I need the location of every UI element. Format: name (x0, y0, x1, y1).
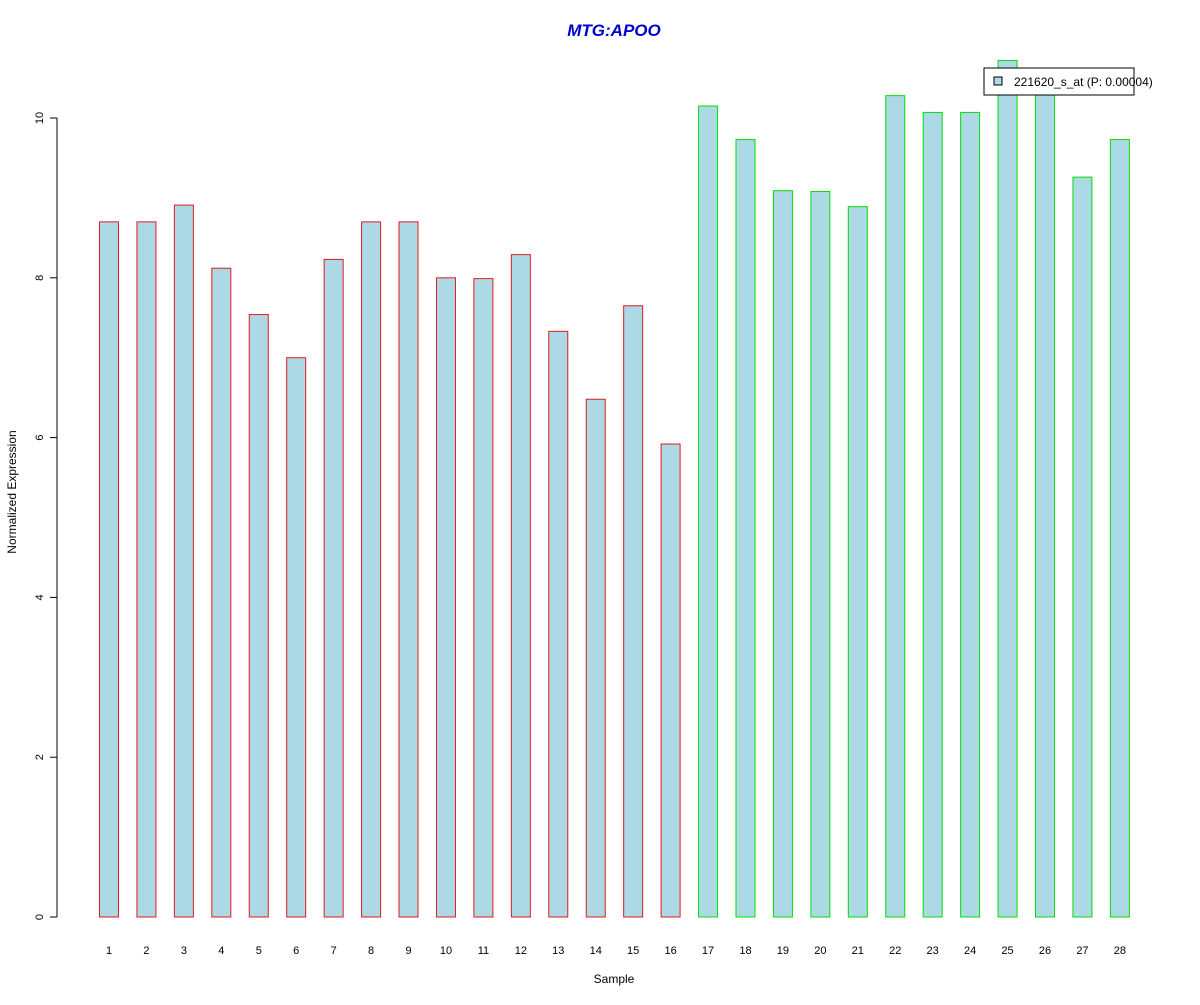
x-tick-label: 1 (106, 945, 112, 957)
x-tick-label: 22 (889, 945, 901, 957)
legend-swatch (993, 76, 1003, 86)
y-tick-label: 8 (34, 275, 46, 281)
x-tick-label: 24 (964, 945, 976, 957)
x-tick-label: 10 (440, 945, 452, 957)
legend-box (983, 67, 1135, 96)
bar-sample-11 (473, 278, 494, 918)
legend: 221620_s_at (P: 0.00004) (983, 67, 1153, 96)
bar-sample-20 (810, 191, 831, 918)
bar-sample-6 (286, 357, 307, 918)
y-tick-label: 6 (34, 435, 46, 441)
legend-entry-label: 221620_s_at (P: 0.00004) (1014, 75, 1153, 89)
bar-sample-9 (398, 221, 419, 918)
bar-sample-7 (323, 258, 344, 918)
y-tick-label: 10 (34, 112, 46, 124)
x-tick-label: 28 (1114, 945, 1126, 957)
bar-sample-27 (1072, 176, 1093, 918)
bar-sample-17 (698, 105, 719, 918)
bars-group (99, 59, 1130, 918)
x-tick-label: 25 (1001, 945, 1013, 957)
y-tick-label: 2 (34, 754, 46, 760)
chart-title: MTG:APOO (567, 21, 661, 40)
y-tick-label: 0 (34, 914, 46, 920)
x-tick-label: 17 (702, 945, 714, 957)
x-tick-label: 18 (739, 945, 751, 957)
x-tick-label: 12 (515, 945, 527, 957)
x-tick-label: 9 (405, 945, 411, 957)
bar-sample-10 (435, 277, 456, 918)
bar-sample-18 (735, 139, 756, 918)
x-tick-labels: 1 2 3 4 5 6 7 8 9 10 11 12 13 14 15 16 17 18 19 20 21 22 23 24 2… (106, 945, 1126, 957)
x-tick-label: 5 (256, 945, 262, 957)
x-tick-label: 4 (218, 945, 224, 957)
bar-sample-23 (922, 111, 943, 918)
bar-sample-14 (585, 398, 606, 918)
bar-sample-5 (248, 314, 269, 918)
x-tick-label: 23 (927, 945, 939, 957)
bar-sample-24 (960, 111, 981, 918)
x-tick-label: 21 (852, 945, 864, 957)
x-tick-label: 27 (1076, 945, 1088, 957)
x-tick-label: 14 (590, 945, 602, 957)
bar-sample-28 (1109, 139, 1130, 918)
x-tick-label: 3 (181, 945, 187, 957)
bar-sample-4 (211, 267, 232, 918)
bar-sample-21 (847, 206, 868, 918)
bar-sample-2 (136, 221, 157, 918)
x-tick-label: 8 (368, 945, 374, 957)
bar-sample-3 (173, 204, 194, 918)
bar-sample-1 (99, 221, 119, 918)
x-tick-label: 16 (664, 945, 676, 957)
x-tick-label: 2 (143, 945, 149, 957)
bar-sample-22 (885, 95, 906, 918)
y-axis-label: Normalized Expression (5, 430, 19, 553)
x-axis-label: Sample (594, 972, 635, 986)
bar-sample-26 (1035, 87, 1055, 918)
x-tick-label: 13 (552, 945, 564, 957)
bar-sample-8 (361, 221, 382, 918)
bar-sample-19 (772, 190, 793, 918)
x-tick-label: 6 (293, 945, 299, 957)
x-tick-label: 15 (627, 945, 639, 957)
bar-sample-16 (660, 443, 681, 918)
x-tick-label: 11 (478, 945, 489, 957)
bar-sample-12 (510, 254, 531, 918)
x-tick-label: 20 (814, 945, 826, 957)
x-tick-label: 7 (331, 945, 337, 957)
y-tick-label: 4 (34, 594, 46, 600)
x-tick-label: 26 (1039, 945, 1051, 957)
x-tick-label: 19 (777, 945, 789, 957)
bar-sample-13 (548, 330, 569, 918)
bar-sample-25 (997, 59, 1018, 918)
bar-sample-15 (623, 305, 644, 918)
y-axis: 0 2 4 6 8 10 (34, 112, 58, 920)
